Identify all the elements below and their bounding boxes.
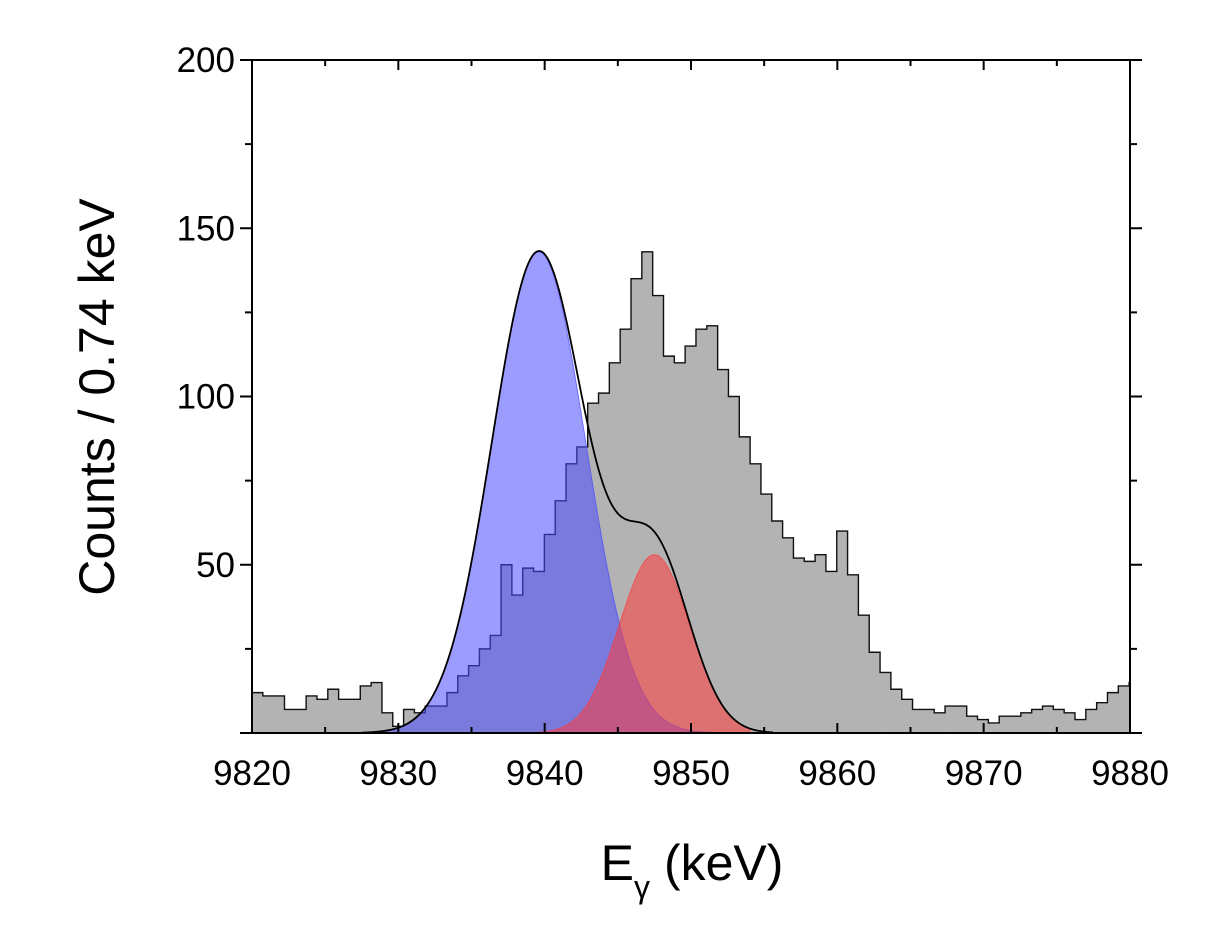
histogram-bin bbox=[858, 615, 870, 733]
y-axis-title: Counts / 0.74 keV bbox=[69, 198, 125, 596]
histogram-bin bbox=[631, 278, 643, 733]
x-tick-label: 9860 bbox=[798, 754, 876, 793]
x-tick-label: 9820 bbox=[213, 754, 291, 793]
histogram-bin bbox=[262, 695, 275, 733]
histogram-outline bbox=[252, 251, 1130, 727]
x-tick-label: 9880 bbox=[1091, 754, 1169, 793]
histogram-bin bbox=[1020, 712, 1033, 733]
x-axis-subscript: γ bbox=[634, 869, 650, 905]
histogram-bin bbox=[663, 356, 675, 733]
histogram-bin bbox=[988, 722, 1000, 733]
histogram-bin bbox=[706, 325, 719, 733]
histogram-bin bbox=[739, 436, 751, 733]
histogram-bin bbox=[295, 709, 307, 733]
histogram-bin bbox=[316, 699, 329, 733]
histogram-bin bbox=[1010, 716, 1022, 733]
x-tick-label: 9870 bbox=[945, 754, 1023, 793]
histogram-bin bbox=[945, 706, 957, 733]
histogram-bin bbox=[273, 695, 285, 733]
histogram-bin bbox=[338, 699, 350, 733]
histogram-bin bbox=[371, 682, 383, 733]
histogram-bin bbox=[695, 329, 708, 733]
histogram-bin bbox=[360, 685, 372, 733]
ticks-layer: 9820 9830 9840 9850 9860 9870 9880 50 100 150 200 bbox=[177, 41, 1169, 793]
y-tick-label: 50 bbox=[196, 546, 235, 585]
histogram-bin bbox=[1096, 702, 1108, 733]
x-tick-label: 9830 bbox=[359, 754, 437, 793]
histogram-bin bbox=[1118, 685, 1130, 733]
y-tick-label: 150 bbox=[177, 209, 235, 248]
histogram-bin bbox=[717, 369, 729, 733]
x-tick-label: 9840 bbox=[506, 754, 584, 793]
histogram-bin bbox=[999, 716, 1011, 733]
y-tick-label: 100 bbox=[177, 378, 235, 417]
histogram-bin bbox=[1107, 692, 1119, 733]
histogram-bin bbox=[804, 561, 816, 733]
histogram-bin bbox=[284, 709, 296, 733]
histogram-bin bbox=[1042, 706, 1054, 733]
x-tick-label: 9850 bbox=[652, 754, 730, 793]
histogram-bin bbox=[1074, 719, 1087, 733]
histogram-bin bbox=[966, 716, 978, 733]
histogram-bin bbox=[652, 295, 664, 733]
y-tick-label: 200 bbox=[177, 41, 235, 80]
histogram-bin bbox=[1053, 709, 1065, 733]
histogram-bin bbox=[934, 712, 946, 733]
histogram-bin bbox=[782, 537, 794, 733]
histogram-bin bbox=[771, 521, 784, 733]
histogram-bin bbox=[674, 362, 686, 733]
histogram-bin bbox=[825, 571, 838, 733]
histogram-bin bbox=[1031, 709, 1043, 733]
x-axis-symbol: E bbox=[601, 835, 634, 891]
x-axis-unit: (keV) bbox=[664, 835, 783, 891]
histogram-bin bbox=[728, 396, 740, 733]
histogram-bin bbox=[349, 699, 361, 733]
histogram-bin bbox=[890, 689, 903, 733]
histogram-bin bbox=[1085, 709, 1098, 733]
histogram-bin bbox=[869, 652, 881, 733]
histogram-bin bbox=[1064, 712, 1076, 733]
fit-curve bbox=[361, 250, 774, 734]
histogram-bin bbox=[815, 554, 827, 733]
x-axis-title: Eγ (keV) bbox=[601, 835, 784, 905]
histogram-bin bbox=[912, 709, 924, 733]
histogram-bin bbox=[836, 531, 848, 733]
histogram-bin bbox=[306, 695, 318, 733]
histogram-bin bbox=[609, 362, 621, 733]
histogram-bin bbox=[381, 712, 394, 733]
fit-curve-layer bbox=[361, 250, 774, 734]
histogram-bin bbox=[750, 463, 762, 733]
histogram-bin bbox=[641, 251, 654, 733]
histogram-bin bbox=[847, 574, 859, 733]
histogram-bin bbox=[923, 709, 935, 733]
histogram-bin bbox=[793, 558, 805, 733]
histogram-bin bbox=[880, 672, 892, 733]
histogram-bin bbox=[901, 699, 913, 733]
histogram-bin bbox=[685, 346, 697, 733]
histogram-bin bbox=[327, 689, 340, 733]
histogram-bin bbox=[620, 329, 632, 733]
histogram-bin bbox=[403, 709, 415, 733]
histogram-bin bbox=[955, 706, 968, 733]
histogram-bin bbox=[760, 494, 773, 733]
histogram-bin bbox=[252, 692, 264, 733]
